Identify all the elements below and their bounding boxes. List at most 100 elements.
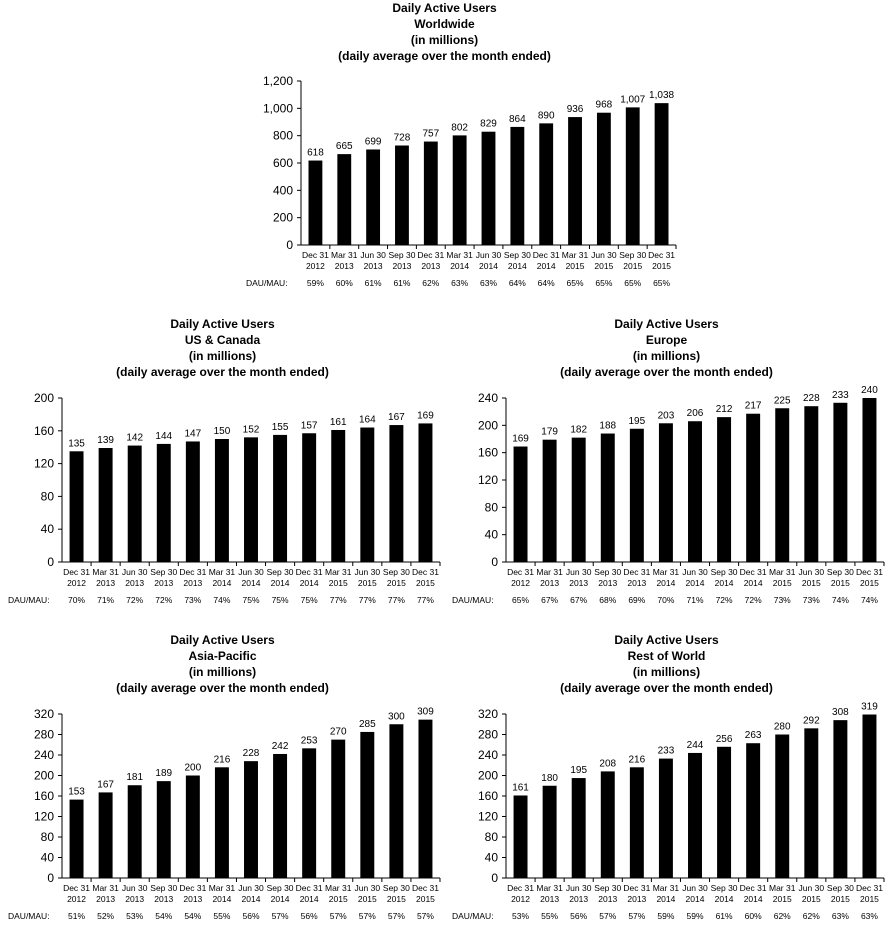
bar-value-label: 142	[126, 433, 143, 444]
y-tick-label: 80	[485, 500, 499, 514]
x-tick-label: Dec 31	[179, 567, 206, 577]
bar	[337, 154, 352, 245]
bar-value-label: 206	[687, 408, 704, 419]
x-tick-label-year: 2014	[242, 578, 261, 588]
x-tick-label-year: 2013	[183, 894, 202, 904]
bar-value-label: 167	[388, 412, 405, 423]
x-tick-label: Dec 31	[648, 250, 675, 260]
x-tick-label: Jun 30	[355, 883, 381, 893]
x-tick-label-year: 2015	[773, 894, 792, 904]
bar	[127, 445, 142, 562]
bar	[360, 427, 375, 562]
dau-mau-value: 56%	[570, 911, 587, 921]
y-tick-label: 120	[34, 810, 54, 824]
x-tick-label: Dec 31	[63, 883, 90, 893]
x-tick-label-year: 2015	[416, 578, 435, 588]
title-line-3: (in millions)	[188, 665, 257, 679]
bar-value-label: 167	[97, 779, 114, 790]
title-line-3: (in millions)	[632, 665, 701, 679]
bar	[481, 131, 496, 245]
bar-value-label: 208	[599, 758, 616, 769]
x-tick-label-year: 2015	[387, 578, 406, 588]
bar-value-label: 728	[394, 133, 411, 144]
bar	[600, 433, 615, 562]
bar-value-label: 665	[336, 141, 353, 152]
bar	[273, 753, 288, 878]
x-tick-label: Dec 31	[417, 250, 444, 260]
bar-value-label: 256	[716, 734, 733, 745]
bar	[629, 428, 644, 562]
title-line-4: (daily average over the month ended)	[116, 681, 329, 695]
chart-title: Daily Active Users US & Canada (in milli…	[0, 316, 445, 380]
x-tick-label-year: 2014	[242, 894, 261, 904]
bar	[539, 123, 554, 245]
title-line-2: Worldwide	[414, 17, 475, 31]
x-tick-label-year: 2014	[744, 894, 763, 904]
bar-value-label: 699	[365, 136, 382, 147]
bar-value-label: 189	[155, 768, 172, 779]
bar-value-label: 228	[803, 393, 820, 404]
x-tick-label: Mar 31	[562, 250, 589, 260]
y-tick-label: 160	[34, 424, 54, 438]
y-tick-label: 200	[34, 391, 54, 405]
dau-mau-value: 73%	[803, 595, 820, 605]
bar	[717, 417, 732, 562]
x-tick-label: Sep 30	[619, 250, 646, 260]
x-tick-label-year: 2015	[387, 894, 406, 904]
dau-mau-value: 53%	[512, 911, 529, 921]
x-tick-label: Sep 30	[827, 883, 854, 893]
bar	[571, 778, 586, 878]
dau-mau-value: 63%	[861, 911, 878, 921]
bar	[804, 728, 819, 878]
bar	[600, 771, 615, 878]
x-tick-label: Jun 30	[476, 250, 502, 260]
x-tick-label-year: 2014	[537, 261, 556, 271]
x-tick-label: Sep 30	[267, 883, 294, 893]
chart-title: Daily Active Users Europe (in millions) …	[444, 316, 889, 380]
y-tick-label: 240	[478, 748, 498, 762]
y-tick-label: 80	[485, 830, 499, 844]
bar	[629, 767, 644, 878]
bar-value-label: 157	[301, 420, 318, 431]
bar	[510, 126, 525, 245]
bar-value-label: 319	[861, 702, 878, 713]
bar	[542, 439, 557, 562]
x-tick-label-year: 2014	[656, 894, 675, 904]
chart-panel-us-canada: Daily Active Users US & Canada (in milli…	[0, 314, 445, 614]
y-tick-label: 240	[478, 391, 498, 405]
dau-mau-value: 70%	[657, 595, 674, 605]
dau-mau-value: 60%	[336, 278, 353, 288]
title-line-4: (daily average over the month ended)	[560, 365, 773, 379]
x-tick-label: Dec 31	[533, 250, 560, 260]
bar	[185, 441, 200, 562]
bar	[746, 743, 761, 878]
x-tick-label: Sep 30	[711, 567, 738, 577]
x-tick-label: Mar 31	[331, 250, 358, 260]
title-line-3: (in millions)	[632, 349, 701, 363]
title-line-1: Daily Active Users	[614, 317, 719, 331]
dau-mau-value: 56%	[242, 911, 259, 921]
dau-mau-value: 57%	[359, 911, 376, 921]
y-tick-label: 0	[47, 871, 54, 885]
bar	[389, 425, 404, 562]
dau-mau-value: 74%	[861, 595, 878, 605]
bar-value-label: 1,007	[620, 94, 645, 105]
bar	[418, 423, 433, 562]
x-tick-label-year: 2015	[860, 894, 879, 904]
dau-mau-value: 73%	[184, 595, 201, 605]
x-tick-label-year: 2014	[715, 894, 734, 904]
dau-mau-value: 65%	[567, 278, 584, 288]
title-line-4: (daily average over the month ended)	[116, 365, 329, 379]
x-tick-label-year: 2015	[802, 894, 821, 904]
bar-value-label: 182	[570, 425, 587, 436]
bar-value-label: 968	[596, 100, 613, 111]
x-tick-label-year: 2012	[511, 894, 530, 904]
bar	[69, 799, 84, 878]
y-tick-label: 0	[47, 555, 54, 569]
x-tick-label: Sep 30	[150, 567, 177, 577]
x-tick-label: Mar 31	[92, 883, 119, 893]
dau-mau-value: 59%	[657, 911, 674, 921]
x-tick-label: Dec 31	[63, 567, 90, 577]
